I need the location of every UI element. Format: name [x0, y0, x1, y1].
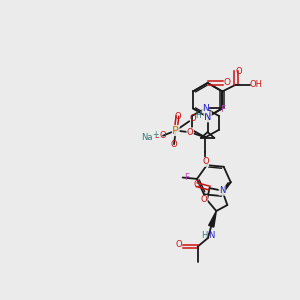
Text: P: P: [172, 126, 179, 136]
Text: O: O: [190, 114, 196, 123]
Text: OH: OH: [249, 80, 262, 89]
Text: O: O: [187, 128, 194, 137]
Text: N: N: [202, 104, 209, 113]
Text: +: +: [153, 130, 159, 139]
Text: N: N: [208, 231, 215, 240]
Text: H: H: [195, 111, 201, 120]
Text: O: O: [201, 196, 207, 205]
Text: F: F: [184, 173, 189, 182]
Text: H: H: [201, 231, 207, 240]
Text: O: O: [160, 131, 166, 140]
Text: O: O: [223, 79, 230, 88]
Text: O: O: [171, 140, 177, 148]
Text: O: O: [236, 67, 242, 76]
Text: F: F: [220, 105, 225, 114]
Text: Na: Na: [142, 133, 153, 142]
Text: O: O: [194, 180, 200, 189]
Text: N: N: [219, 186, 225, 195]
Text: –: –: [155, 134, 159, 142]
Polygon shape: [209, 211, 216, 227]
Text: N: N: [204, 112, 211, 122]
Text: O: O: [175, 240, 182, 249]
Text: O: O: [174, 112, 181, 121]
Text: O: O: [202, 158, 209, 166]
